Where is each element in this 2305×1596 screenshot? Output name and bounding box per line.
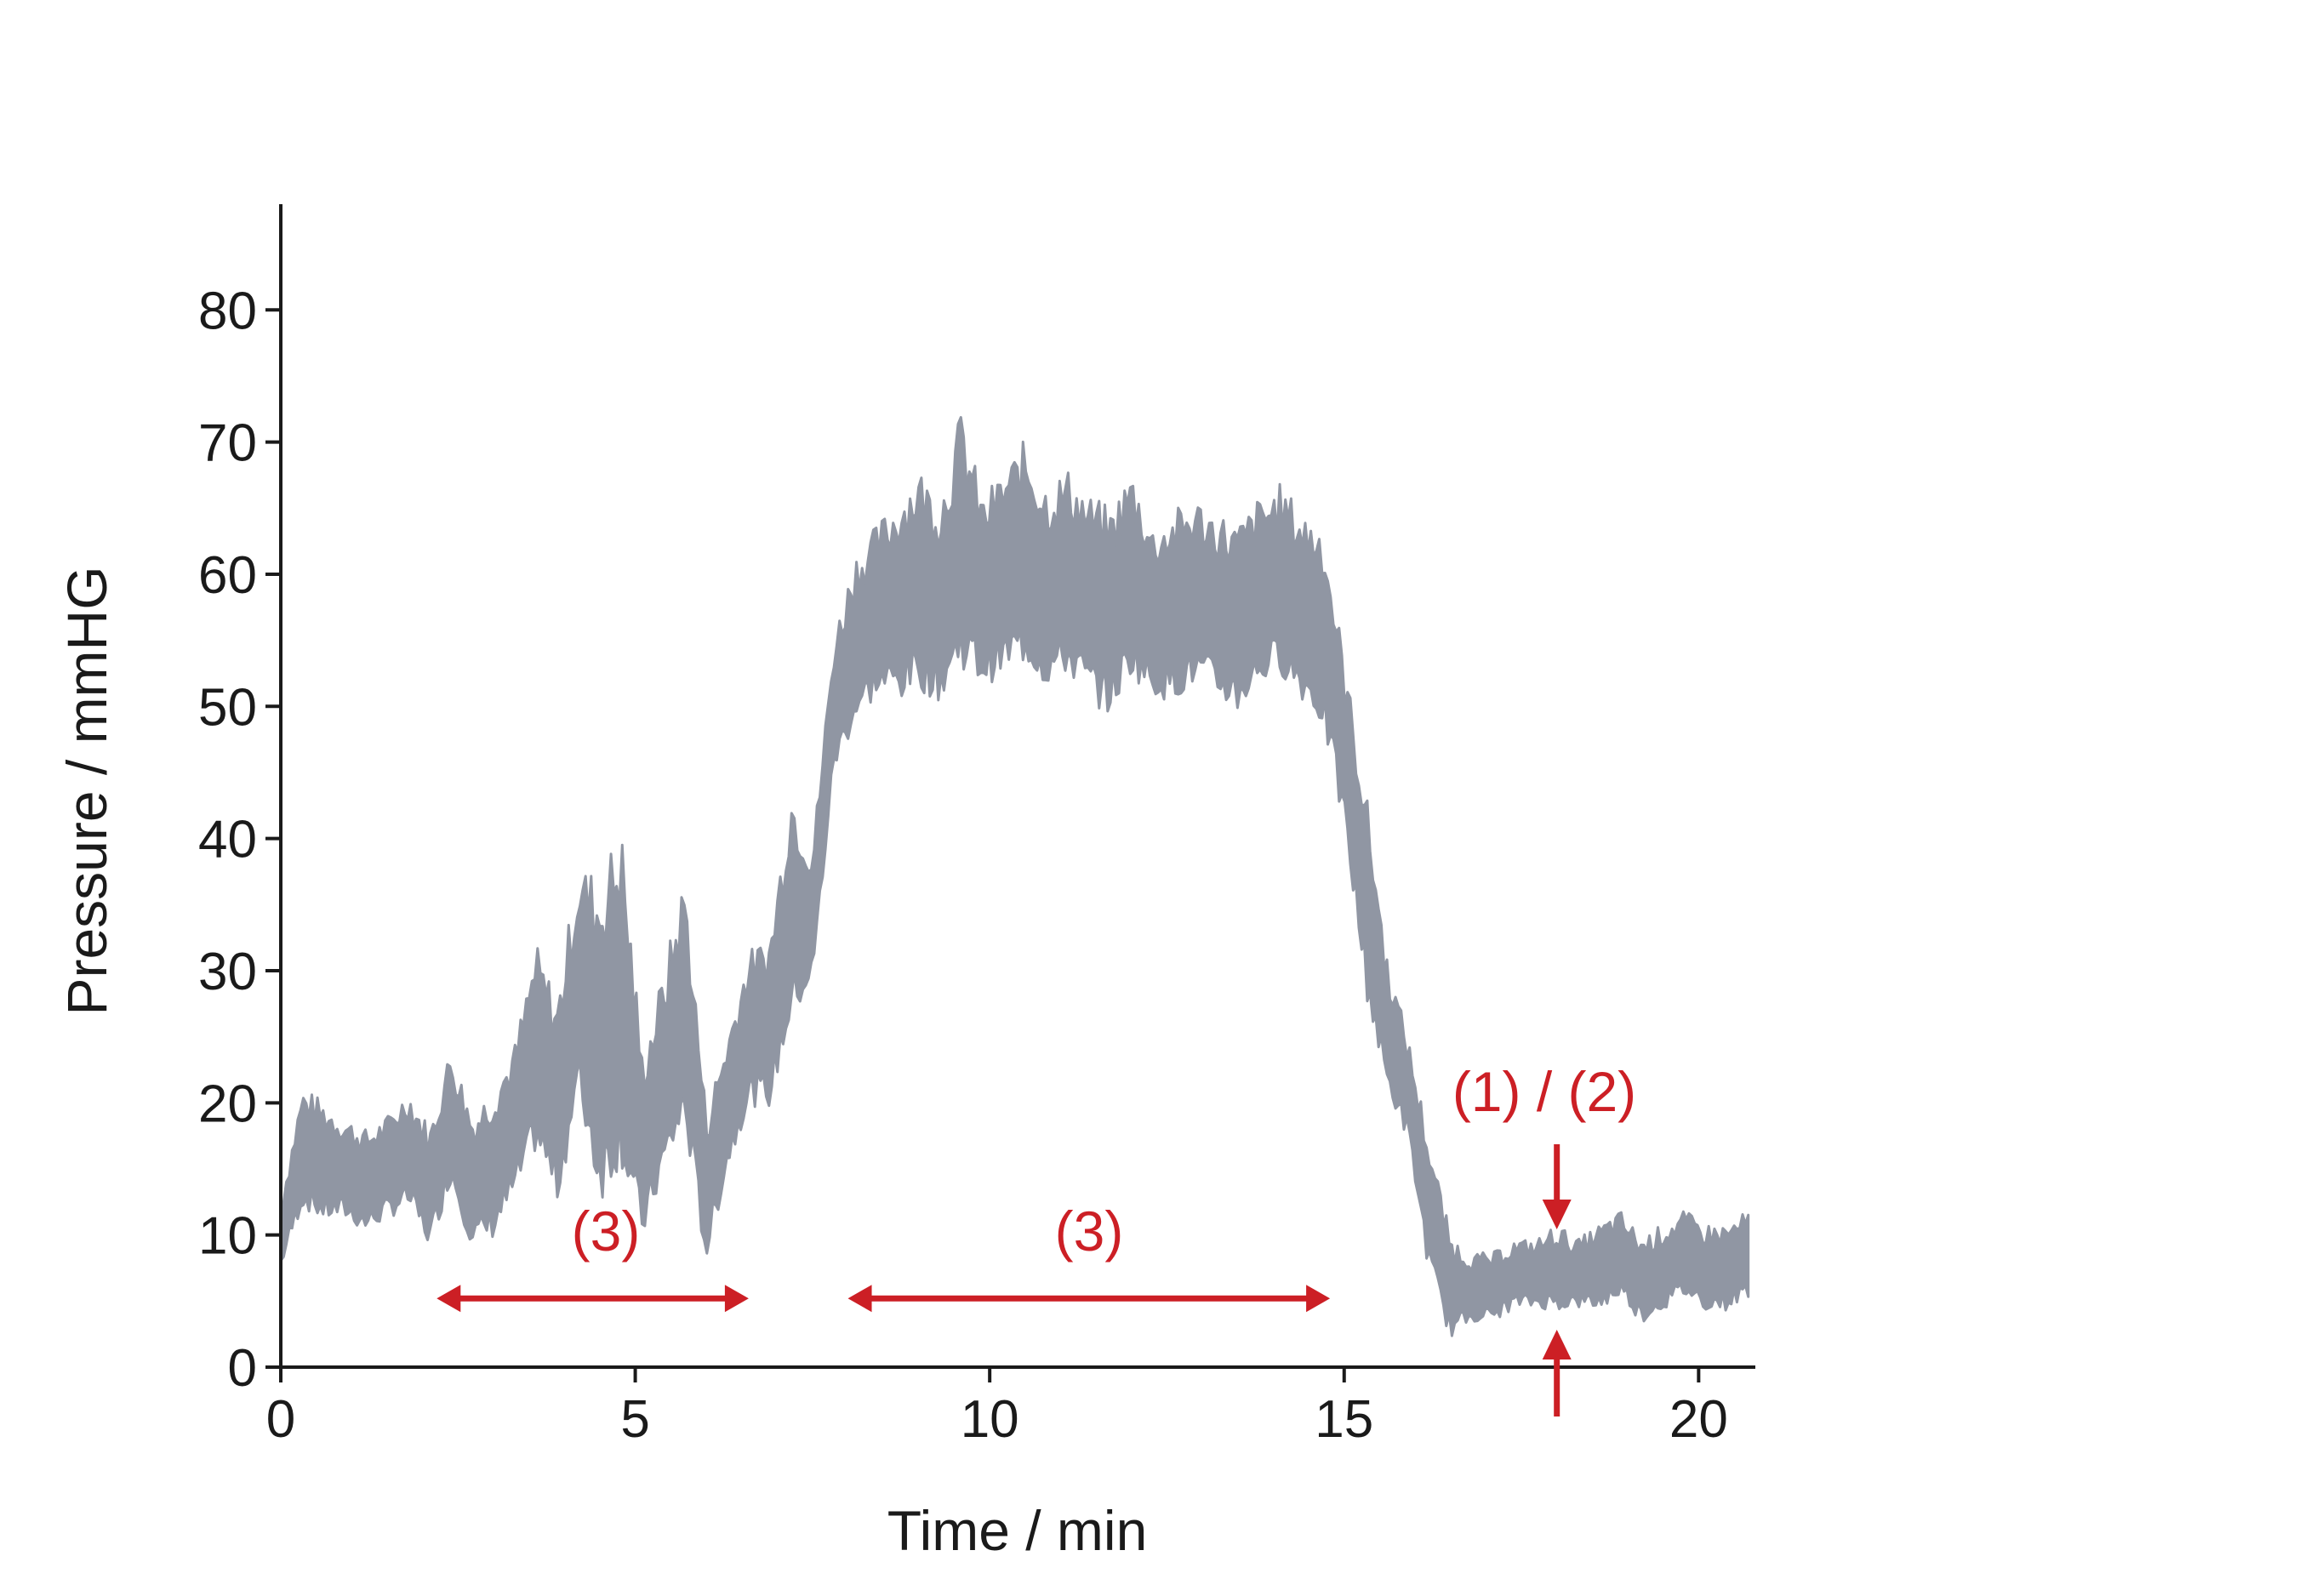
phase-left-arrow-head-left bbox=[436, 1285, 461, 1313]
x-tick-label: 20 bbox=[1669, 1390, 1728, 1449]
y-tick-label: 30 bbox=[198, 943, 257, 1001]
phase-label-left: (3) bbox=[572, 1200, 641, 1263]
pressure-band-layer bbox=[279, 416, 1750, 1337]
y-tick-label: 80 bbox=[198, 282, 257, 340]
y-tick-label: 60 bbox=[198, 546, 257, 605]
phase-mid-arrow-head-left bbox=[847, 1285, 872, 1313]
y-tick-label: 0 bbox=[228, 1339, 257, 1398]
marker-arrow-up-head bbox=[1542, 1330, 1572, 1359]
x-tick-label: 10 bbox=[961, 1390, 1019, 1449]
y-tick-label: 10 bbox=[198, 1207, 257, 1266]
x-axis-title: Time / min bbox=[887, 1499, 1148, 1562]
phase-label-middle: (3) bbox=[1055, 1200, 1124, 1263]
phase-left-arrow-head-right bbox=[724, 1285, 749, 1313]
tick-layer: 0 10 20 30 40 50 60 70 80 0 5 10 15 20 bbox=[198, 282, 1728, 1449]
axes bbox=[279, 204, 1755, 1369]
marker-arrow-down-head bbox=[1542, 1200, 1572, 1229]
x-tick-label: 15 bbox=[1315, 1390, 1373, 1449]
pressure-band-series-0 bbox=[279, 416, 1750, 1337]
y-tick-label: 20 bbox=[198, 1074, 257, 1133]
marker-label: (1) / (2) bbox=[1452, 1060, 1636, 1123]
x-tick-label: 5 bbox=[620, 1390, 649, 1449]
annotation-layer: (3) (3) (1) / (2) bbox=[436, 1060, 1636, 1416]
y-tick-label: 50 bbox=[198, 678, 257, 737]
x-tick-label: 0 bbox=[266, 1390, 295, 1449]
y-axis-title: Pressure / mmHG bbox=[55, 566, 118, 1015]
y-tick-label: 70 bbox=[198, 414, 257, 473]
phase-mid-arrow-head-right bbox=[1306, 1285, 1331, 1313]
y-tick-label: 40 bbox=[198, 811, 257, 869]
